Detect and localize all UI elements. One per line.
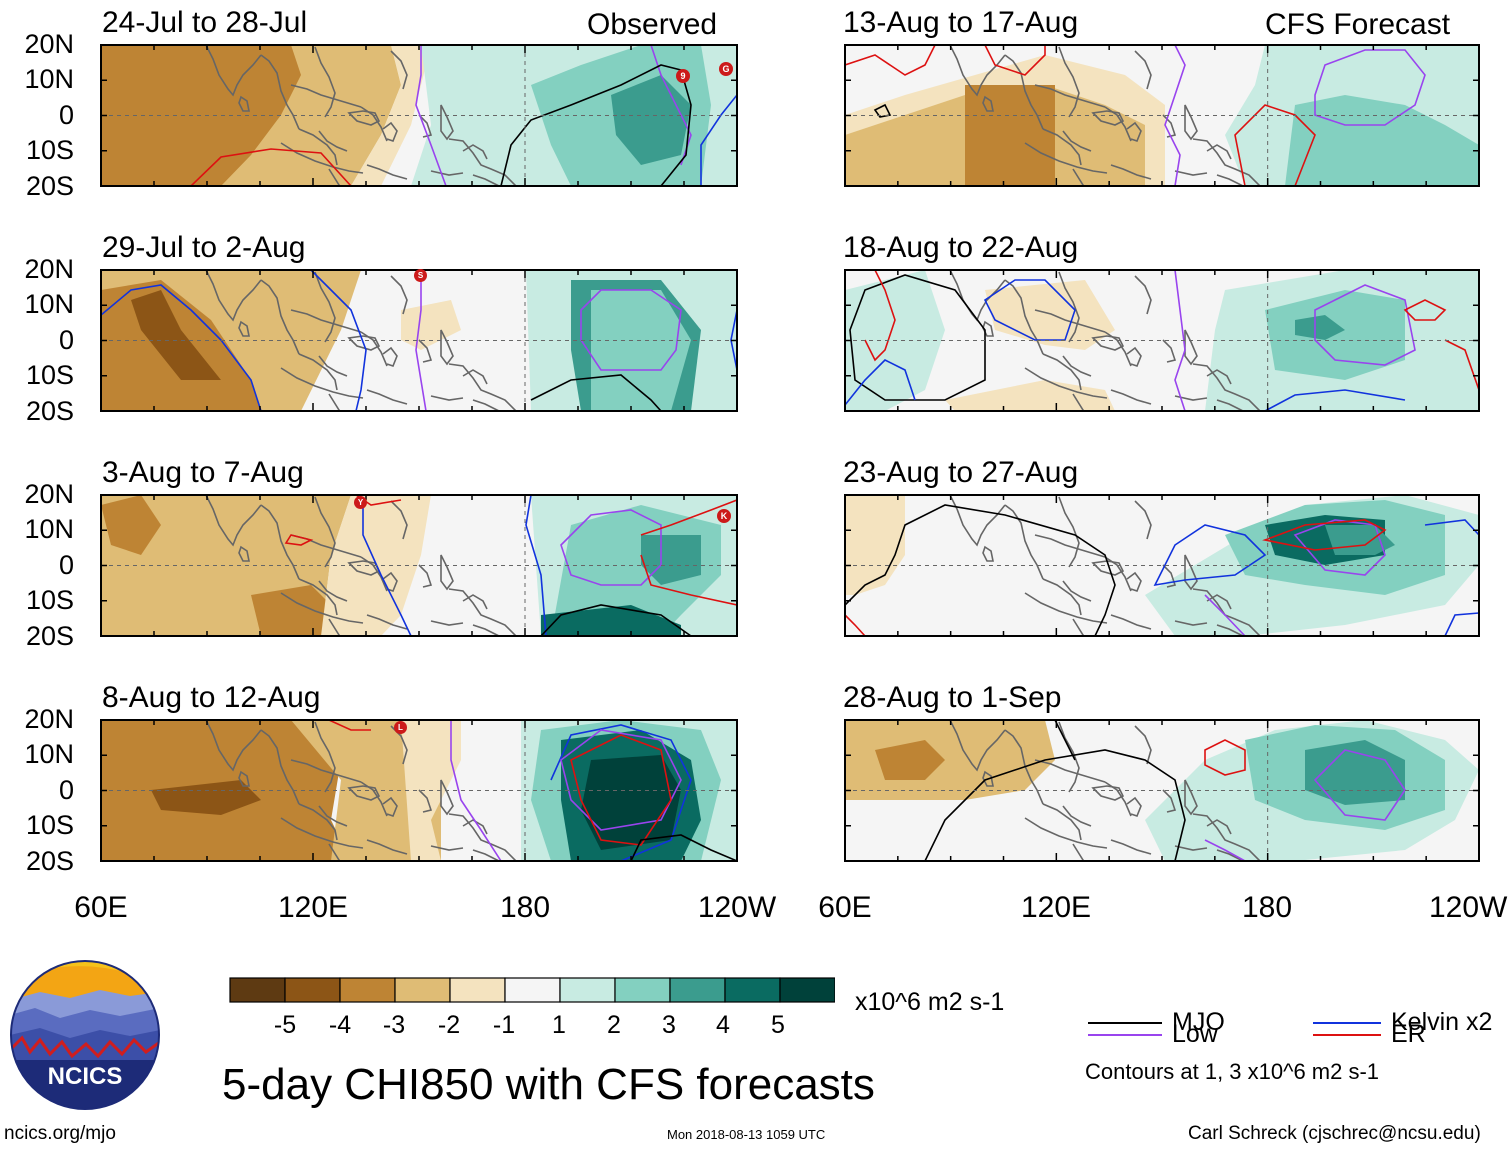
lat-label: 10S: [25, 810, 74, 840]
lat-label: 10N: [24, 739, 74, 769]
colorbar-box: [339, 977, 396, 1003]
logo-text: NCICS: [48, 1063, 123, 1090]
lat-label: 10N: [24, 64, 74, 94]
colorbar-box: [449, 977, 506, 1003]
lat-label: 20N: [24, 704, 74, 734]
observed-label: Observed: [587, 8, 718, 41]
lat-label: 20N: [24, 254, 74, 284]
map-panel: [845, 270, 1479, 411]
panel-title-observed-1: 24-Jul to 28-Jul: [102, 6, 308, 39]
colorbar-tick: -5: [273, 1011, 297, 1039]
lat-label: 10S: [25, 135, 74, 165]
storm-marker-icon: L: [394, 721, 407, 734]
credit: Carl Schreck (cjschrec@ncsu.edu): [1188, 1123, 1481, 1144]
colorbar-tick: 5: [771, 1011, 785, 1039]
lat-label: 0: [58, 550, 74, 580]
colorbar-tick: -4: [328, 1011, 352, 1039]
map-panel: [845, 45, 1479, 186]
lon-label: 120E: [1020, 891, 1092, 924]
map-panel: [101, 45, 737, 186]
lon-label: 120W: [1429, 891, 1508, 924]
colorbar-box: [229, 977, 286, 1003]
storm-marker-icon: 9: [676, 69, 690, 83]
legend-line-kelvin: [1313, 1022, 1381, 1024]
colorbar-box: [559, 977, 616, 1003]
website-link[interactable]: ncics.org/mjo: [4, 1123, 116, 1144]
ncics-logo: NCICS: [10, 960, 160, 1110]
lat-label: 10S: [25, 360, 74, 390]
map-panel: [101, 495, 737, 636]
lat-label: 0: [58, 100, 74, 130]
legend-line-low: [1088, 1034, 1162, 1036]
storm-marker-icon: Y: [354, 496, 367, 509]
panel-title-observed-3: 3-Aug to 7-Aug: [102, 456, 304, 489]
lon-label: 180: [499, 891, 551, 924]
panel-title-forecast-1: 13-Aug to 17-Aug: [843, 6, 1079, 39]
colorbar-box: [779, 977, 835, 1003]
colorbar: [229, 977, 835, 1003]
colorbar-box: [284, 977, 341, 1003]
legend-line-er: [1313, 1034, 1381, 1036]
lat-label: 20S: [25, 171, 74, 201]
panel-title-observed-4: 8-Aug to 12-Aug: [102, 681, 321, 714]
map-panel: [101, 270, 737, 411]
lon-label: 120E: [277, 891, 349, 924]
map-panel: [845, 720, 1479, 861]
map-panel: [845, 495, 1479, 636]
lat-label: 10N: [24, 289, 74, 319]
legend-label-low: Low: [1172, 1020, 1218, 1048]
lat-label: 0: [58, 325, 74, 355]
panel-title-observed-2: 29-Jul to 2-Aug: [102, 231, 306, 264]
colorbar-tick: 4: [716, 1011, 730, 1039]
lat-label: 20S: [25, 621, 74, 651]
contours-note: Contours at 1, 3 x10^6 m2 s-1: [1085, 1059, 1380, 1084]
colorbar-box: [669, 977, 726, 1003]
colorbar-tick: 2: [607, 1011, 621, 1039]
lat-label: 0: [58, 775, 74, 805]
timestamp: Mon 2018-08-13 1059 UTC: [667, 1127, 826, 1142]
colorbar-box: [614, 977, 671, 1003]
colorbar-box: [724, 977, 781, 1003]
lat-label: 20N: [24, 479, 74, 509]
colorbar-tick: -1: [492, 1011, 516, 1039]
colorbar-tick: -3: [382, 1011, 406, 1039]
colorbar-tick: 1: [552, 1011, 566, 1039]
page-title: 5-day CHI850 with CFS forecasts: [222, 1060, 875, 1109]
forecast-label: CFS Forecast: [1265, 8, 1451, 41]
lat-label: 10S: [25, 585, 74, 615]
panel-title-forecast-3: 23-Aug to 27-Aug: [843, 456, 1079, 489]
lat-label: 20S: [25, 396, 74, 426]
storm-marker-icon: G: [719, 62, 733, 76]
lat-label: 20S: [25, 846, 74, 876]
colorbar-units: x10^6 m2 s-1: [855, 988, 1005, 1016]
legend-label-kelvin: Kelvin x2: [1391, 1008, 1493, 1036]
map-panel: [101, 720, 737, 861]
lon-label: 60E: [74, 891, 128, 924]
storm-marker-icon: S: [414, 269, 427, 282]
colorbar-tick: 3: [662, 1011, 676, 1039]
lon-label: 60E: [818, 891, 872, 924]
legend-line-mjo: [1088, 1022, 1162, 1024]
panel-title-forecast-4: 28-Aug to 1-Sep: [843, 681, 1062, 714]
lat-label: 10N: [24, 514, 74, 544]
legend-label-mjo: MJO: [1172, 1008, 1225, 1036]
storm-marker-icon: K: [717, 509, 731, 523]
colorbar-box: [504, 977, 561, 1003]
panel-title-forecast-2: 18-Aug to 22-Aug: [843, 231, 1079, 264]
lat-label: 20N: [24, 29, 74, 59]
lon-label: 180: [1241, 891, 1293, 924]
legend-label-er: ER: [1391, 1020, 1426, 1048]
colorbar-box: [394, 977, 451, 1003]
colorbar-tick: -2: [437, 1011, 461, 1039]
lon-label: 120W: [697, 891, 777, 924]
